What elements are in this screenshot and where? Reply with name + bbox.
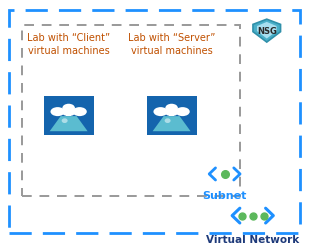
Ellipse shape (165, 104, 178, 112)
Ellipse shape (165, 118, 171, 123)
Bar (147, 96, 197, 135)
Ellipse shape (164, 107, 179, 116)
Text: Lab with “Server”
virtual machines: Lab with “Server” virtual machines (128, 33, 215, 56)
Ellipse shape (175, 107, 190, 116)
Text: Lab with “Client”
virtual machines: Lab with “Client” virtual machines (27, 33, 110, 56)
Text: Virtual Network: Virtual Network (206, 235, 299, 245)
Bar (169, 110, 174, 116)
Ellipse shape (154, 107, 168, 116)
Ellipse shape (51, 107, 65, 116)
Ellipse shape (61, 107, 76, 116)
Polygon shape (253, 19, 280, 42)
Bar (22, 24, 240, 196)
Text: NSG: NSG (257, 26, 277, 36)
Bar (44, 96, 94, 135)
Polygon shape (153, 116, 191, 131)
Ellipse shape (62, 104, 75, 112)
Polygon shape (50, 116, 88, 131)
Polygon shape (257, 22, 276, 38)
Ellipse shape (72, 107, 87, 116)
Ellipse shape (62, 118, 68, 123)
Bar (66, 110, 71, 116)
Text: Subnet: Subnet (202, 191, 247, 201)
